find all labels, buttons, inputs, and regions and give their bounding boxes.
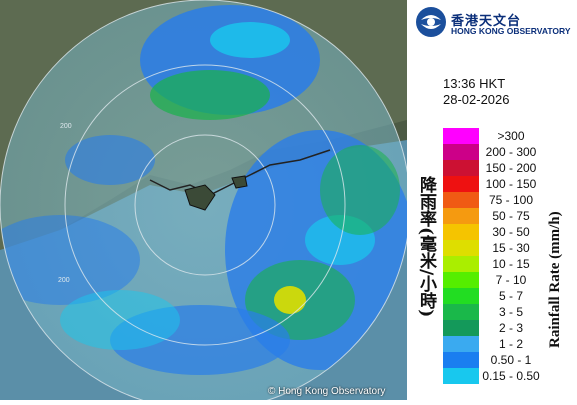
legend-item: 200 - 300: [443, 144, 543, 160]
legend-item: 30 - 50: [443, 224, 543, 240]
legend-swatch: [443, 272, 479, 288]
legend-label: 3 - 5: [498, 305, 523, 319]
legend-item: 0.15 - 0.50: [443, 368, 543, 384]
legend-swatch: [443, 128, 479, 144]
radar-map: 200 200 © Hong Kong Observatory: [0, 0, 411, 405]
hko-logo: 香港天文台 HONG KONG OBSERVATORY: [415, 6, 575, 38]
legend-item: 5 - 7: [443, 288, 543, 304]
legend-title-cn: 降雨率(毫米/小時): [416, 176, 436, 318]
legend-label: 150 - 200: [485, 161, 537, 175]
legend-item: 100 - 150: [443, 176, 543, 192]
legend-label: 75 - 100: [488, 193, 534, 207]
legend-label: 7 - 10: [495, 273, 527, 287]
legend-swatch: [443, 320, 479, 336]
legend-label: 50 - 75: [492, 209, 530, 223]
copyright-notice: © Hong Kong Observatory: [268, 386, 386, 397]
legend-swatch: [443, 336, 479, 352]
legend-item: 10 - 15: [443, 256, 543, 272]
legend-swatch: [443, 160, 479, 176]
timestamp-time: 13:36 HKT: [443, 76, 506, 91]
legend-label: 10 - 15: [492, 257, 530, 271]
rain-echoes: [0, 5, 410, 375]
hko-logo-icon: [416, 7, 446, 37]
rainfall-legend: >300 200 - 300 150 - 200 100 - 150 75 - 100 5…: [443, 128, 543, 384]
legend-item: 2 - 3: [443, 320, 543, 336]
org-name-en: HONG KONG OBSERVATORY: [451, 26, 571, 36]
legend-swatch: [443, 176, 479, 192]
legend-item: 1 - 2: [443, 336, 543, 352]
legend-title-en: Rainfall Rate (mm/h): [547, 211, 563, 349]
legend-item: >300: [443, 128, 543, 144]
coastline: [149, 149, 331, 196]
legend-swatch: [443, 192, 479, 208]
legend-label: 15 - 30: [492, 241, 530, 255]
legend-swatch: [443, 208, 479, 224]
range-label-south: 200: [58, 277, 70, 284]
legend-swatch: [443, 224, 479, 240]
legend-item: 75 - 100: [443, 192, 543, 208]
legend-label: 0.50 - 1: [490, 353, 532, 367]
legend-label: 100 - 150: [485, 177, 537, 191]
legend-label: 2 - 3: [498, 321, 523, 335]
range-label-north: 200: [60, 123, 72, 130]
radar-image: 200 200: [0, 0, 411, 405]
legend-label: 0.15 - 0.50: [482, 369, 540, 383]
legend-item: 0.50 - 1: [443, 352, 543, 368]
legend-swatch: [443, 288, 479, 304]
legend-label: 200 - 300: [485, 145, 537, 159]
legend-item: 150 - 200: [443, 160, 543, 176]
legend-item: 15 - 30: [443, 240, 543, 256]
org-name-cn: 香港天文台: [451, 14, 522, 29]
range-ring-inner: [134, 134, 276, 276]
legend-swatch: [443, 368, 479, 384]
info-panel: 香港天文台 HONG KONG OBSERVATORY 13:36 HKT 28…: [407, 0, 577, 400]
legend-swatch: [443, 256, 479, 272]
legend-label: 5 - 7: [498, 289, 523, 303]
island-hk: [231, 175, 248, 189]
legend-swatch: [443, 144, 479, 160]
island-lantau: [184, 184, 216, 211]
legend-label: >300: [497, 129, 525, 143]
legend-item: 7 - 10: [443, 272, 543, 288]
legend-swatch: [443, 304, 479, 320]
legend-item: 3 - 5: [443, 304, 543, 320]
timestamp-date: 28-02-2026: [443, 92, 510, 107]
legend-label: 30 - 50: [492, 225, 530, 239]
range-ring-mid: [64, 64, 346, 346]
legend-swatch: [443, 352, 479, 368]
legend-label: 1 - 2: [498, 337, 523, 351]
legend-item: 50 - 75: [443, 208, 543, 224]
legend-swatch: [443, 240, 479, 256]
